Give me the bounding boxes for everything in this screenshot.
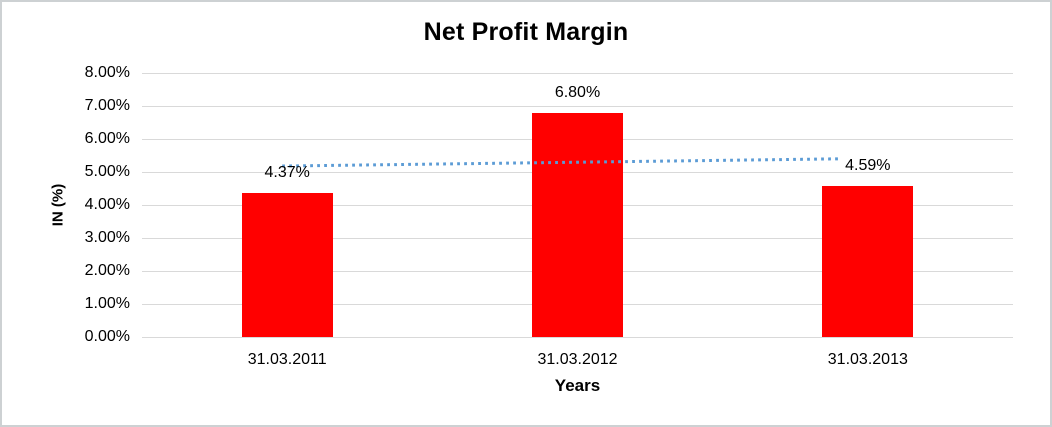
y-tick-label: 0.00% xyxy=(84,328,130,345)
bar-value-label: 4.37% xyxy=(264,163,310,181)
y-tick-label: 5.00% xyxy=(84,163,130,180)
plot-area xyxy=(142,72,1013,338)
y-axis-title: IN (%) xyxy=(49,183,67,227)
bar xyxy=(241,192,333,337)
x-tick-label: 31.03.2011 xyxy=(247,351,327,368)
y-tick-label: 6.00% xyxy=(84,130,130,147)
bar-value-label: 4.59% xyxy=(845,156,891,174)
y-tick-label: 7.00% xyxy=(84,97,130,114)
gridline xyxy=(142,72,1013,74)
y-tick-label: 1.00% xyxy=(84,295,130,312)
x-tick-label: 31.03.2012 xyxy=(537,351,618,368)
y-tick-label: 2.00% xyxy=(84,262,130,279)
x-axis-title: Years xyxy=(554,376,601,395)
x-tick-label: 31.03.2013 xyxy=(827,351,908,368)
chart-title: Net Profit Margin xyxy=(423,18,629,46)
bar xyxy=(532,112,623,337)
y-tick-label: 4.00% xyxy=(84,196,130,213)
y-tick-label: 8.00% xyxy=(84,64,130,81)
bar-value-label: 6.80% xyxy=(554,83,601,101)
bar xyxy=(822,185,914,337)
y-tick-label: 3.00% xyxy=(84,229,130,246)
gridline xyxy=(142,336,1013,338)
gridline xyxy=(142,105,1013,107)
